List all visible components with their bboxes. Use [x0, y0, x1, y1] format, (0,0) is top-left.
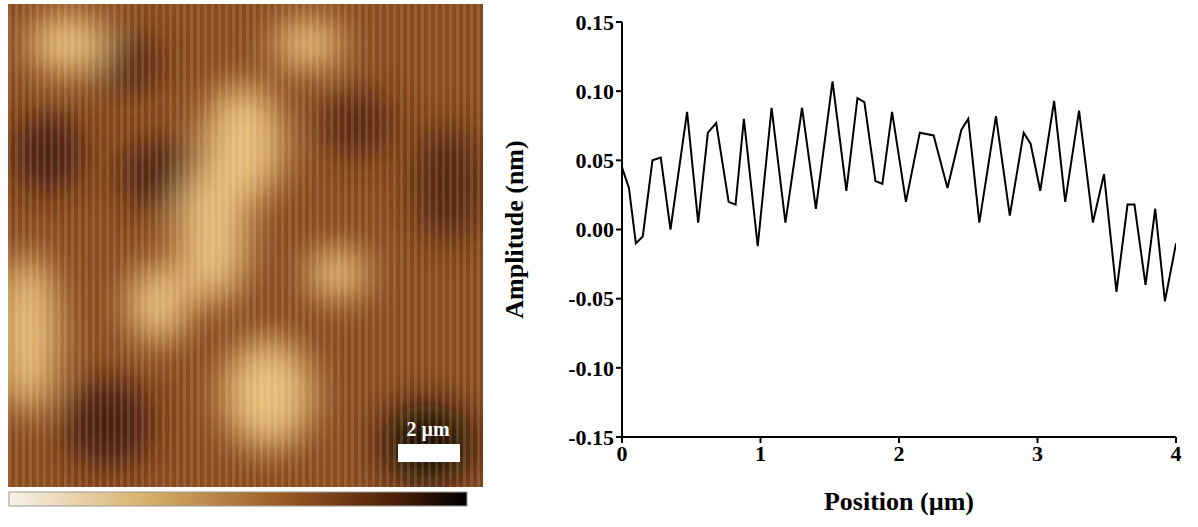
svg-text:1: 1	[755, 441, 766, 466]
svg-text:4: 4	[1171, 441, 1182, 466]
svg-text:3: 3	[1032, 441, 1043, 466]
svg-text:-0.05: -0.05	[568, 286, 614, 311]
svg-text:2 µm: 2 µm	[406, 418, 450, 441]
svg-text:0.10: 0.10	[576, 79, 615, 104]
svg-text:-0.15: -0.15	[568, 425, 614, 450]
svg-text:0.00: 0.00	[576, 217, 615, 242]
svg-text:0: 0	[617, 441, 628, 466]
svg-text:0.05: 0.05	[576, 148, 615, 173]
svg-text:-0.10: -0.10	[568, 356, 614, 381]
svg-text:Position (µm): Position (µm)	[824, 487, 974, 516]
svg-text:2: 2	[894, 441, 905, 466]
svg-text:Amplitude (nm): Amplitude (nm)	[500, 140, 529, 318]
svg-text:0.15: 0.15	[576, 10, 615, 35]
